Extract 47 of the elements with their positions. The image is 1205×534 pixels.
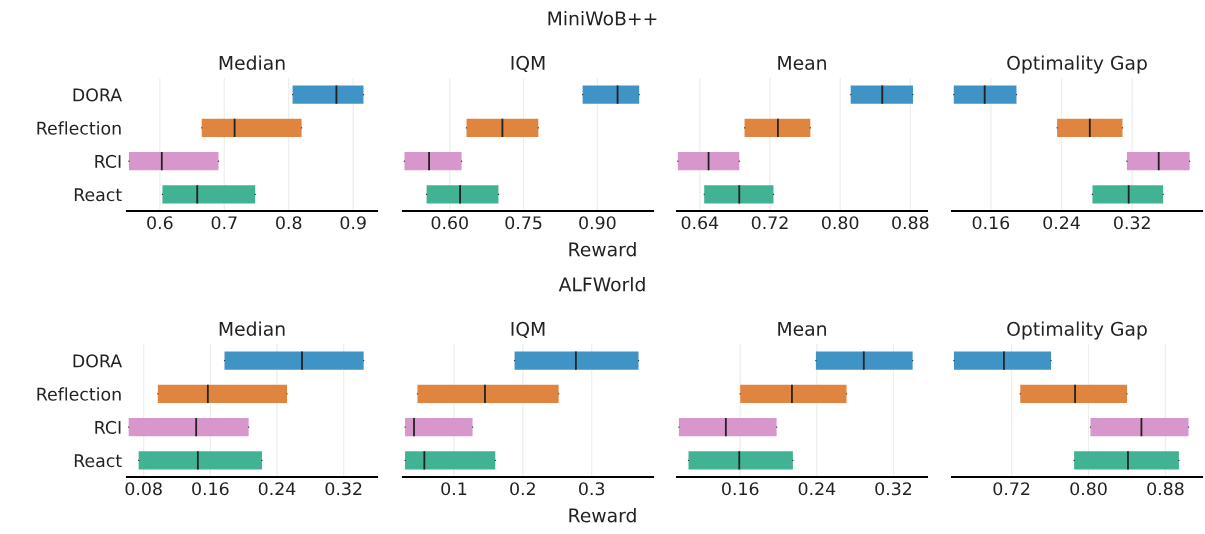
x-axis-title: Reward (569, 507, 636, 523)
y-tick-label: React (74, 454, 122, 468)
x-tick-label: 0.1 (441, 482, 467, 496)
x-tick-label: 0.32 (325, 482, 362, 496)
y-tick-label: DORA (73, 354, 122, 368)
text: ALFWorld (558, 276, 645, 292)
y-tick-label: Reflection (37, 121, 121, 135)
x-tick-label: 0.24 (1043, 216, 1080, 230)
x-tick-label: 0.32 (875, 482, 912, 496)
x-tick-label: 0.32 (1114, 216, 1150, 230)
x-tick-label: 0.3 (579, 482, 605, 496)
chart-title: Mean (778, 56, 826, 70)
x-tick-label: 0.16 (192, 482, 229, 496)
x-tick-label: 0.08 (125, 482, 162, 496)
text: MiniWoB++ (548, 10, 657, 26)
x-axis-title: Reward (569, 241, 636, 257)
y-tick-label: RCI (95, 154, 121, 168)
x-tick-label: 0.80 (1070, 482, 1107, 496)
x-tick-label: 0.72 (993, 482, 1030, 496)
x-tick-label: 0.16 (722, 482, 759, 496)
y-tick-label: React (74, 188, 122, 202)
x-tick-label: 0.2 (510, 482, 535, 496)
chart-title: Mean (778, 322, 826, 336)
x-tick-label: 0.7 (211, 216, 237, 230)
chart-title: Optimality Gap (1007, 55, 1147, 74)
x-tick-label: 0.9 (340, 216, 366, 230)
x-tick-label: 0.16 (972, 216, 1010, 230)
y-tick-label: RCI (95, 420, 121, 434)
x-tick-label: 0.24 (258, 482, 296, 496)
y-tick-label: DORA (73, 88, 122, 102)
chart-title: IQM (511, 321, 545, 339)
y-tick-label: Reflection (37, 387, 121, 401)
x-tick-label: 0.64 (681, 216, 719, 230)
x-tick-label: 0.80 (821, 216, 859, 230)
x-tick-label: 0.24 (798, 482, 836, 496)
x-tick-label: 0.60 (431, 216, 468, 230)
chart-title: IQM (511, 55, 545, 73)
x-tick-label: 0.88 (1147, 482, 1184, 496)
x-tick-label: 0.75 (505, 216, 542, 230)
x-tick-label: 0.88 (892, 216, 929, 230)
x-tick-label: 0.8 (276, 216, 302, 230)
chart-title: Median (219, 321, 285, 336)
x-tick-label: 0.6 (147, 216, 173, 230)
chart-title: Median (219, 55, 285, 70)
x-tick-label: 0.90 (579, 216, 616, 230)
x-tick-label: 0.72 (751, 216, 788, 230)
chart-title: Optimality Gap (1007, 321, 1147, 340)
